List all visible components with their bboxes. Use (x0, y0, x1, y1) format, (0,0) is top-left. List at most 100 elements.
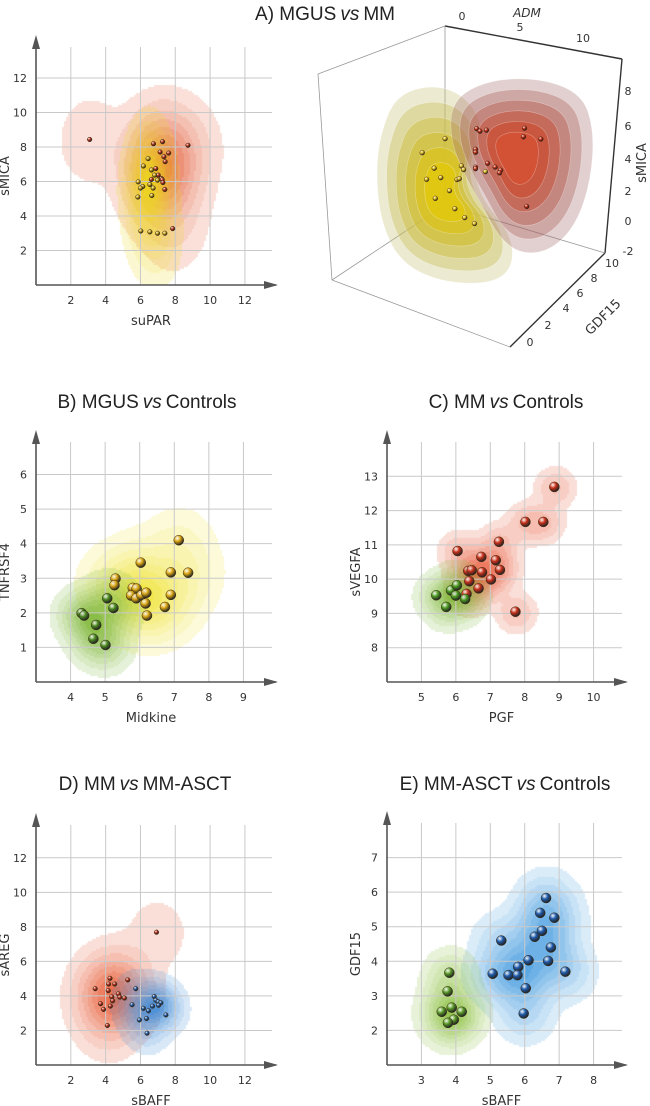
data-point (456, 1006, 467, 1018)
data-point (112, 981, 118, 987)
y-tick-label: 11 (364, 539, 378, 552)
series-1 (135, 156, 168, 236)
data-point-3d (472, 149, 479, 155)
title-a-part1: A) MGUS (255, 4, 337, 25)
data-point (92, 986, 98, 992)
panel-0-axes: 2 4 6 8 10 12 2 4 6 8 10 12 suPAR sMICA (0, 35, 278, 329)
data-point (108, 602, 119, 614)
box-edge (444, 25, 623, 60)
adm-tick-label: 5 (517, 21, 524, 34)
title-c-part2: Controls (512, 392, 584, 413)
x-tick-label: 7 (171, 691, 178, 704)
panel-5-axes: 3 4 5 6 7 8 2 3 4 5 6 7 sBAFF GDF15 (349, 811, 628, 1106)
data-point (100, 639, 111, 651)
data-point (110, 998, 116, 1004)
data-point (440, 601, 452, 613)
panel-4-axes: 2 4 6 8 10 12 2 4 6 8 10 12 sBAFF sAREG (0, 813, 278, 1106)
title-d-part1: D) MM (58, 774, 116, 795)
x-tick-label: 8 (521, 691, 528, 704)
data-point-3d (538, 136, 544, 142)
data-point (165, 567, 177, 578)
x-tick-label: 10 (203, 294, 217, 307)
box-edge (604, 58, 623, 254)
data-point (106, 981, 112, 987)
data-point-3d (432, 195, 438, 201)
y-axis-label: sMICA (0, 156, 13, 196)
y-axis-label: GDF15 (349, 932, 364, 976)
x-tick-label: 4 (102, 294, 109, 307)
data-point-3d (462, 215, 468, 221)
data-point-3d (471, 220, 478, 227)
data-point (159, 601, 171, 613)
gdf15-tick-label: 8 (591, 272, 598, 285)
data-point-3d (496, 170, 503, 176)
y-tick-label: 10 (364, 573, 378, 586)
title-b-part1: B) MGUS (57, 392, 139, 413)
gdf15-tick-label: 0 (527, 336, 534, 349)
data-point (430, 590, 442, 601)
data-point (162, 186, 168, 193)
x-tick-label: 4 (452, 1074, 459, 1087)
data-point (153, 166, 159, 172)
data-point (135, 179, 141, 185)
series-1 (436, 967, 467, 1029)
y-tick-label: 12 (13, 72, 27, 85)
data-point-3d (456, 176, 462, 182)
data-point (545, 942, 557, 953)
gdf15-axis-label: GDF15 (583, 297, 625, 339)
adm-tick-label: 0 (459, 10, 466, 23)
x-tick-label: 2 (67, 294, 74, 307)
data-point (490, 555, 502, 566)
y-tick-label: 12 (13, 852, 27, 865)
data-point (459, 593, 471, 605)
y-tick-label: 9 (371, 607, 378, 620)
title-c-vs: vs (489, 392, 509, 413)
data-point (493, 536, 505, 548)
data-point-3d (452, 206, 458, 212)
data-point (109, 579, 120, 591)
y-tick-label: 1 (20, 641, 27, 654)
x-tick-label: 10 (203, 1074, 217, 1087)
data-point (536, 925, 548, 937)
data-point (148, 176, 154, 183)
data-point (540, 892, 552, 904)
data-point (135, 557, 147, 568)
y-tick-label: 6 (20, 469, 27, 482)
series-0 (87, 136, 191, 232)
data-point (133, 986, 139, 992)
x-tick-label: 6 (136, 691, 143, 704)
y-axis-arrow-icon (32, 35, 40, 49)
smica-tick-label: -2 (623, 245, 634, 258)
smica-tick-label: 6 (625, 120, 632, 133)
x-axis-arrow-icon (264, 678, 278, 686)
data-point (494, 564, 506, 576)
data-point (156, 1002, 162, 1008)
data-point (464, 575, 475, 587)
data-point (476, 567, 488, 578)
data-point (444, 967, 455, 978)
title-d-part2: MM-ASCT (142, 774, 232, 795)
data-point (161, 154, 167, 160)
smica-axis-label: sMICA (635, 143, 650, 183)
box-edge (317, 73, 333, 281)
x-tick-label: 8 (172, 1074, 179, 1087)
data-point (141, 610, 153, 621)
data-point-3d (442, 136, 448, 142)
data-point (160, 180, 166, 186)
data-point (538, 516, 549, 528)
y-tick-label: 3 (371, 990, 378, 1003)
data-point (87, 136, 93, 142)
data-point-3d (419, 150, 425, 156)
data-point (534, 907, 546, 919)
data-point (182, 567, 194, 578)
data-point (157, 149, 163, 155)
data-point-3d (524, 203, 530, 210)
data-point (542, 955, 554, 967)
x-tick-label: 6 (137, 1074, 144, 1087)
data-point (170, 226, 176, 232)
title-e-part2: Controls (539, 774, 611, 795)
data-point (140, 1005, 146, 1011)
